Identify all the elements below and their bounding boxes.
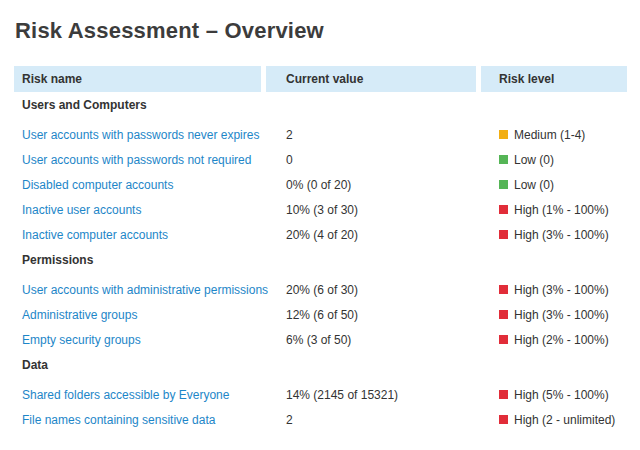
risk-level-label: Low (0)	[514, 178, 554, 192]
table-row: User accounts with passwords never expir…	[14, 122, 627, 147]
risk-level-cell: Medium (1-4)	[481, 128, 627, 142]
risk-link-disabled-computer-accounts[interactable]: Disabled computer accounts	[22, 178, 173, 192]
risk-level-cell: High (5% - 100%)	[481, 388, 627, 402]
table-header-row: Risk name Current value Risk level	[14, 66, 627, 92]
risk-severity-square-icon	[499, 230, 508, 239]
risk-level-label: High (3% - 100%)	[514, 283, 609, 297]
risk-severity-square-icon	[499, 415, 508, 424]
risk-link-administrative-groups[interactable]: Administrative groups	[22, 308, 137, 322]
risk-level-cell: High (2 - unlimited)	[481, 413, 627, 427]
risk-level-cell: Low (0)	[481, 178, 627, 192]
table-row: Shared folders accessible by Everyone 14…	[14, 382, 627, 407]
risk-link-inactive-computer-accounts[interactable]: Inactive computer accounts	[22, 228, 168, 242]
table-row: Empty security groups 6% (3 of 50) High …	[14, 327, 627, 352]
risk-current-value: 2	[266, 413, 476, 427]
page-title: Risk Assessment – Overview	[15, 17, 640, 45]
risk-level-cell: High (3% - 100%)	[481, 308, 627, 322]
risk-current-value: 12% (6 of 50)	[266, 308, 476, 322]
risk-level-label: High (2% - 100%)	[514, 333, 609, 347]
risk-severity-square-icon	[499, 180, 508, 189]
risk-level-cell: High (1% - 100%)	[481, 203, 627, 217]
risk-link-passwords-not-required[interactable]: User accounts with passwords not require…	[22, 153, 251, 167]
section-header-permissions: Permissions	[14, 247, 627, 272]
column-header-current-value: Current value	[266, 66, 476, 92]
table-row: User accounts with passwords not require…	[14, 147, 627, 172]
risk-level-label: Medium (1-4)	[514, 128, 585, 142]
risk-current-value: 2	[266, 128, 476, 142]
risk-level-cell: Low (0)	[481, 153, 627, 167]
table-row: Disabled computer accounts 0% (0 of 20) …	[14, 172, 627, 197]
risk-severity-square-icon	[499, 390, 508, 399]
risk-level-label: High (5% - 100%)	[514, 388, 609, 402]
risk-link-inactive-user-accounts[interactable]: Inactive user accounts	[22, 203, 141, 217]
column-header-risk-name: Risk name	[14, 66, 261, 92]
risk-severity-square-icon	[499, 155, 508, 164]
risk-severity-square-icon	[499, 285, 508, 294]
column-header-risk-level: Risk level	[481, 66, 627, 92]
risk-level-label: High (3% - 100%)	[514, 228, 609, 242]
risk-level-label: High (3% - 100%)	[514, 308, 609, 322]
section-header-data: Data	[14, 352, 627, 377]
risk-current-value: 0% (0 of 20)	[266, 178, 476, 192]
risk-table: Risk name Current value Risk level Users…	[14, 66, 627, 432]
risk-link-passwords-never-expires[interactable]: User accounts with passwords never expir…	[22, 128, 259, 142]
table-row: File names containing sensitive data 2 H…	[14, 407, 627, 432]
risk-link-empty-security-groups[interactable]: Empty security groups	[22, 333, 141, 347]
table-row: User accounts with administrative permis…	[14, 277, 627, 302]
risk-severity-square-icon	[499, 310, 508, 319]
risk-current-value: 14% (2145 of 15321)	[266, 388, 476, 402]
risk-level-cell: High (2% - 100%)	[481, 333, 627, 347]
risk-level-label: High (1% - 100%)	[514, 203, 609, 217]
risk-current-value: 20% (4 of 20)	[266, 228, 476, 242]
risk-severity-square-icon	[499, 130, 508, 139]
risk-link-sensitive-file-names[interactable]: File names containing sensitive data	[22, 413, 215, 427]
risk-link-shared-folders-everyone[interactable]: Shared folders accessible by Everyone	[22, 388, 229, 402]
risk-level-label: Low (0)	[514, 153, 554, 167]
table-row: Inactive user accounts 10% (3 of 30) Hig…	[14, 197, 627, 222]
risk-current-value: 0	[266, 153, 476, 167]
risk-severity-square-icon	[499, 205, 508, 214]
risk-severity-square-icon	[499, 335, 508, 344]
risk-assessment-overview-page: Risk Assessment – Overview Risk name Cur…	[0, 17, 640, 450]
risk-current-value: 6% (3 of 50)	[266, 333, 476, 347]
section-header-users-and-computers: Users and Computers	[14, 92, 627, 117]
table-row: Inactive computer accounts 20% (4 of 20)…	[14, 222, 627, 247]
risk-link-admin-permissions[interactable]: User accounts with administrative permis…	[22, 283, 268, 297]
risk-level-cell: High (3% - 100%)	[481, 283, 627, 297]
risk-level-label: High (2 - unlimited)	[514, 413, 615, 427]
risk-current-value: 10% (3 of 30)	[266, 203, 476, 217]
risk-current-value: 20% (6 of 30)	[266, 283, 476, 297]
table-row: Administrative groups 12% (6 of 50) High…	[14, 302, 627, 327]
risk-level-cell: High (3% - 100%)	[481, 228, 627, 242]
